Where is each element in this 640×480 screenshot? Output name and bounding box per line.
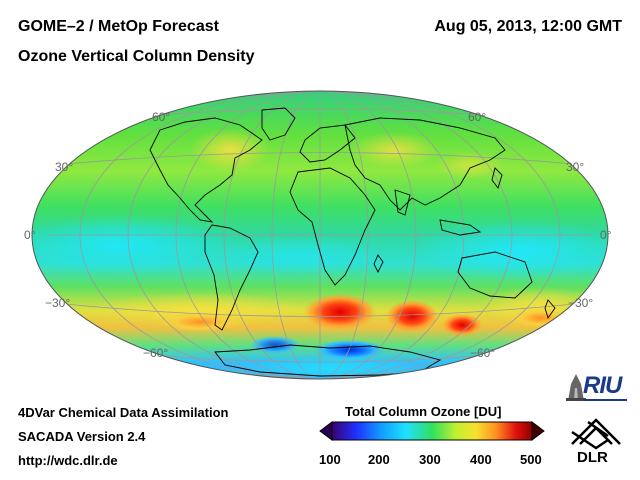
riu-logo: RIU [583,372,622,399]
lat-label-right-60: 60° [468,110,487,124]
graticule [48,91,592,379]
lat-label-left-minus60: −60° [143,346,169,360]
footer-url[interactable]: http://wdc.dlr.de [18,453,118,468]
riu-tower-icon [566,374,586,401]
map-date: Aug 05, 2013, 12:00 GMT [434,18,622,35]
lat-label-right-minus60: −60° [470,346,496,360]
dlr-logo-icon [571,418,621,450]
colorbar [319,421,545,441]
colorbar-tick-100: 100 [319,452,341,467]
colorbar-high-arrow [531,421,545,441]
lat-label-left-0: 0° [24,228,36,242]
lat-label-right-minus30: −30° [568,296,594,310]
coastlines [149,107,556,377]
lat-label-right-0: 0° [600,228,612,242]
globe-outline [31,90,609,380]
footer-version: SACADA Version 2.4 [18,429,146,444]
lat-label-left-minus30: −30° [45,296,71,310]
colorbar-title: Total Column Ozone [DU] [345,404,502,419]
colorbar-gradient [331,421,533,441]
colorbar-tick-400: 400 [470,452,492,467]
map-subtitle: Ozone Vertical Column Density [18,48,255,65]
lat-label-right-30: 30° [566,160,585,174]
colorbar-tick-500: 500 [520,452,542,467]
dlr-logo: DLR [577,449,608,466]
colorbar-tick-300: 300 [419,452,441,467]
map-title: GOME–2 / MetOp Forecast [18,18,219,35]
lat-label-left-60: 60° [152,110,171,124]
colorbar-low-arrow [319,421,333,441]
riu-logo-underline [583,399,627,401]
colorbar-tick-200: 200 [368,452,390,467]
footer-method: 4DVar Chemical Data Assimilation [18,405,229,420]
lat-label-left-30: 30° [55,160,74,174]
